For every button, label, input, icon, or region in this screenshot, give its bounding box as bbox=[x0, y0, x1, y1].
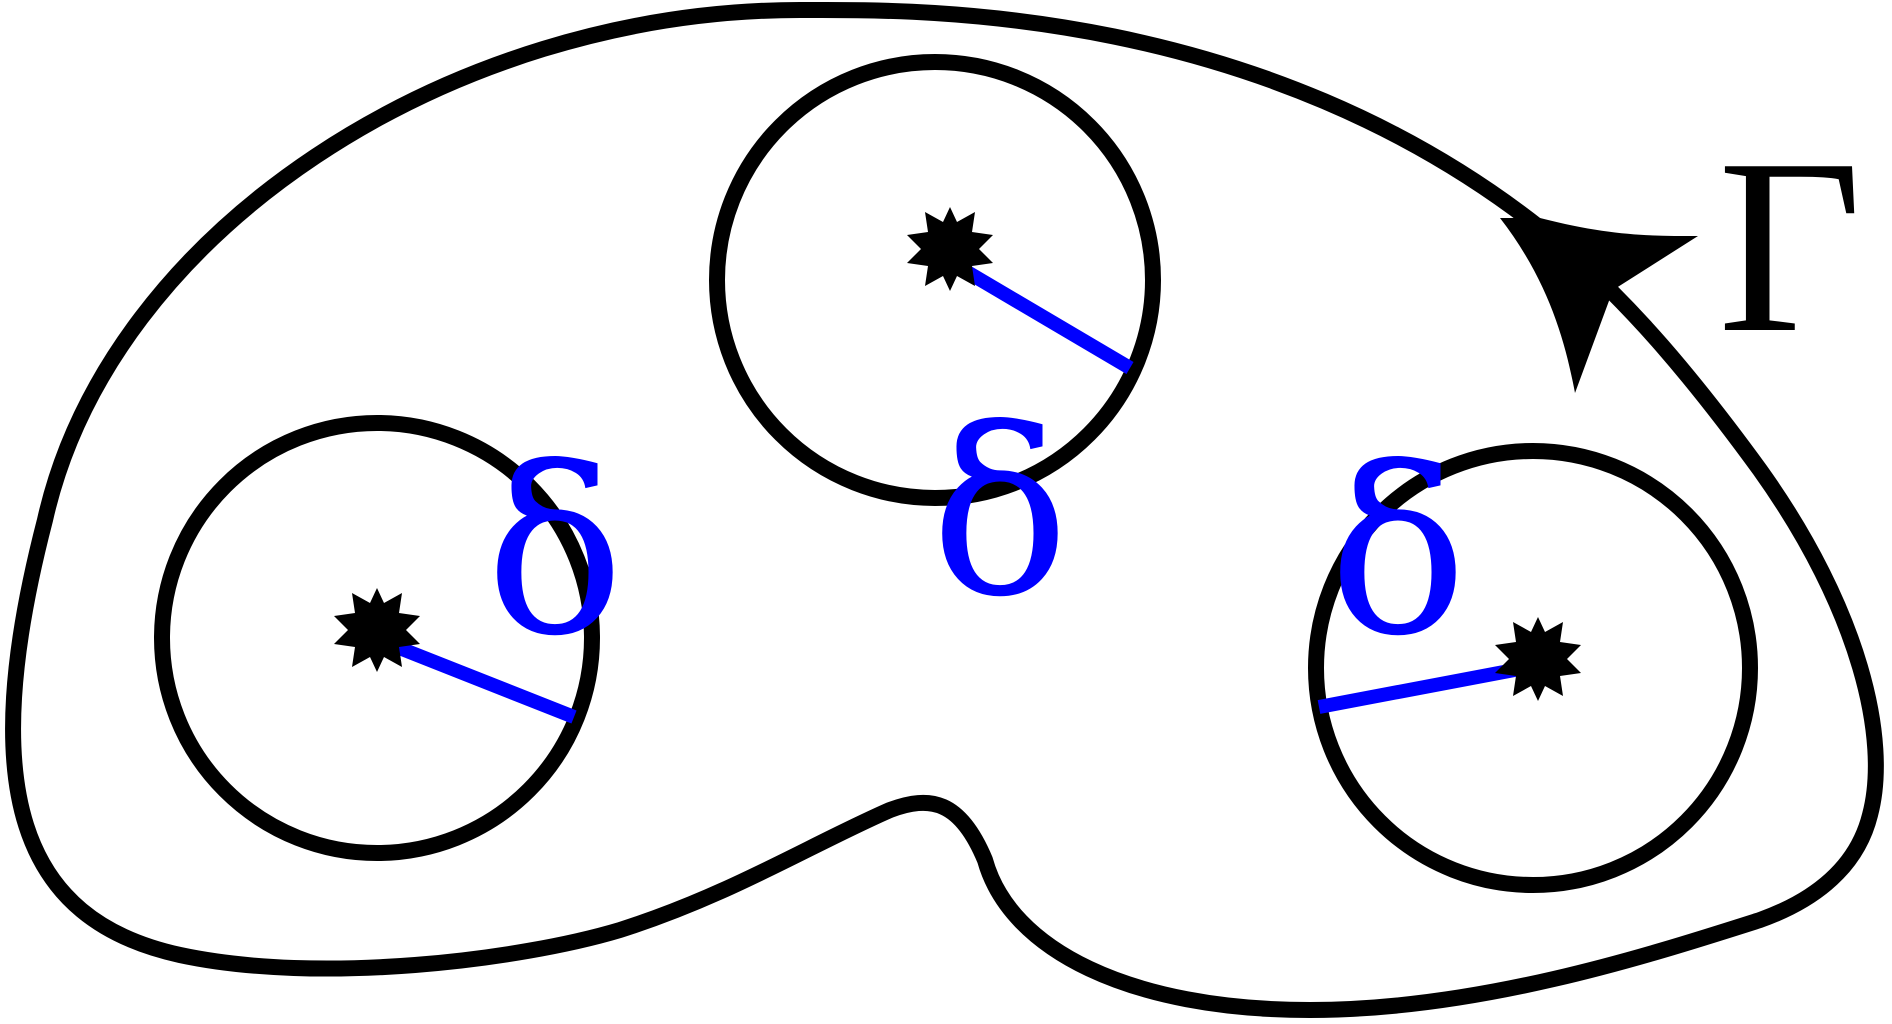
delta-label-right: δ bbox=[1329, 420, 1467, 687]
excluded-disk-top bbox=[709, 54, 1161, 506]
singularity-star-left bbox=[334, 588, 420, 672]
delta-label-top: δ bbox=[931, 381, 1069, 648]
delta-label-left: δ bbox=[486, 420, 624, 687]
excluded-disk-left bbox=[154, 415, 600, 861]
radius-line-right bbox=[1317, 661, 1527, 714]
singularity-star-top bbox=[907, 207, 993, 291]
gamma-label: Γ bbox=[1718, 108, 1863, 385]
singularity-star-right bbox=[1495, 617, 1581, 701]
radius-line-left bbox=[371, 631, 577, 724]
contour-gamma bbox=[5, 1, 1884, 1018]
contour-direction-arrow bbox=[1500, 218, 1698, 393]
excluded-disk-right bbox=[1308, 443, 1758, 893]
